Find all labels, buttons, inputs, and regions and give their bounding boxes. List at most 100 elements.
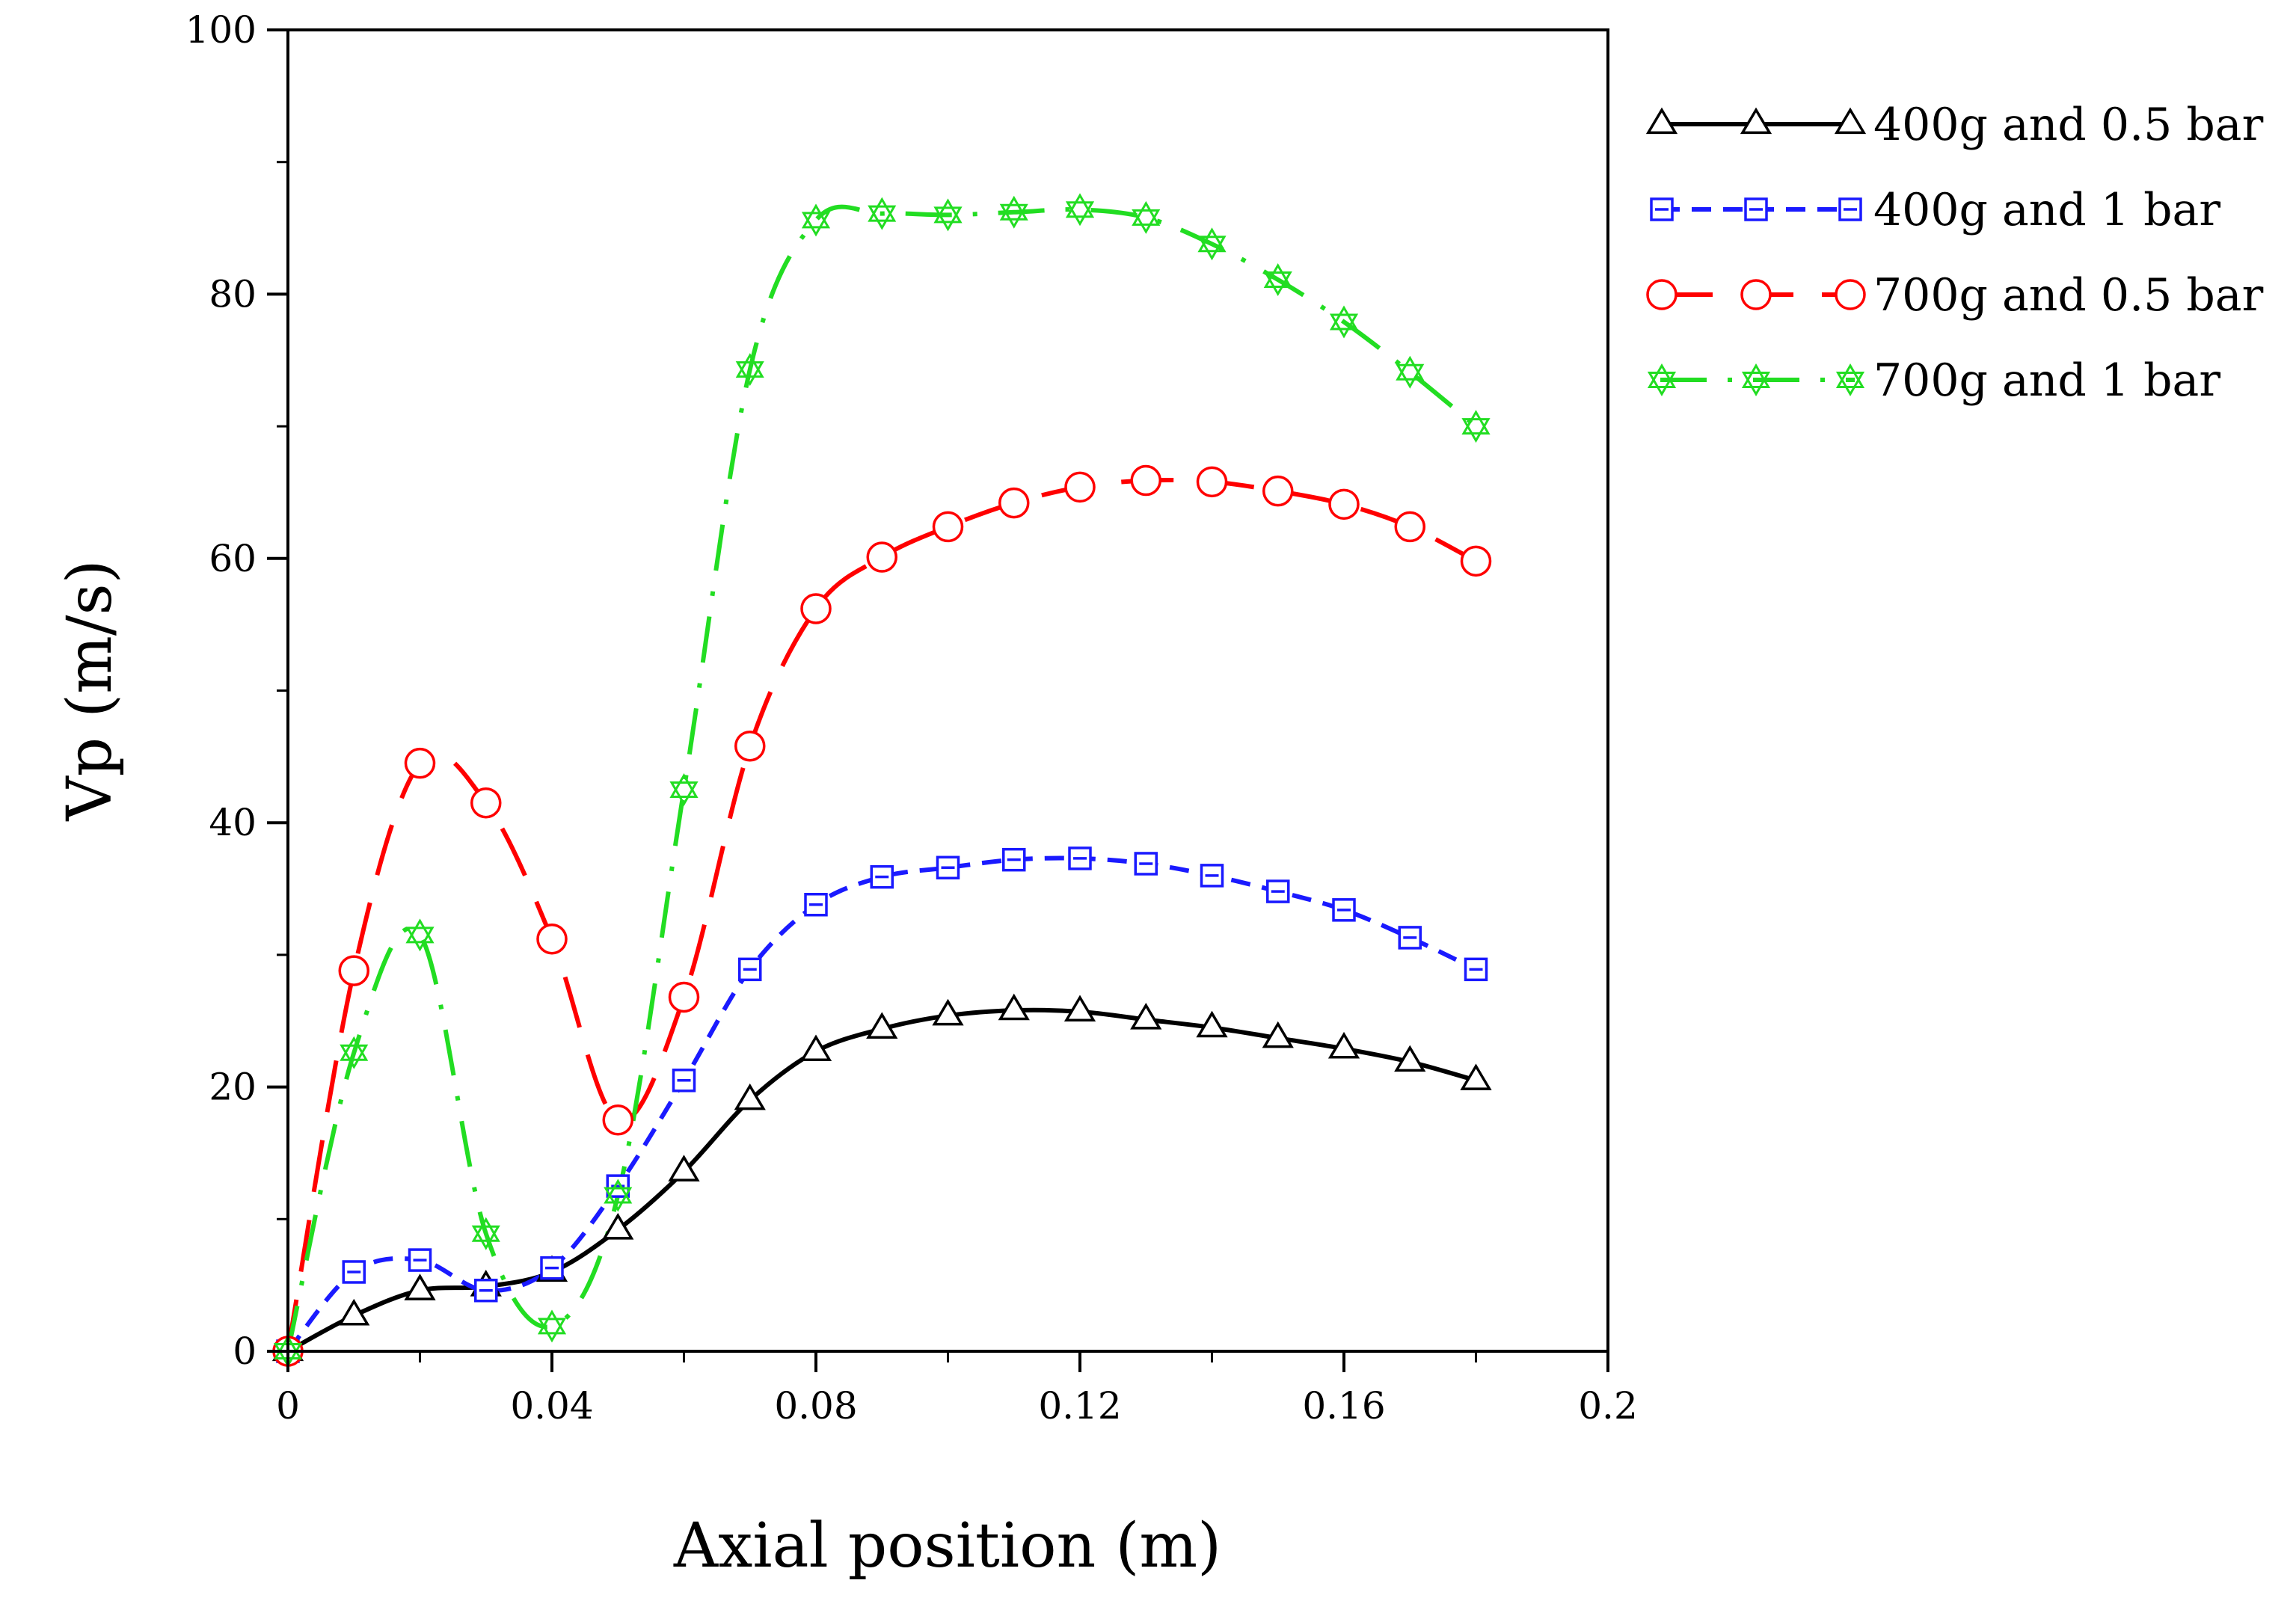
star-marker-down — [604, 1187, 633, 1212]
point-700g-and-1-bar — [1461, 410, 1491, 443]
star-marker-down — [1065, 201, 1095, 227]
point-400g-and-0-5-bar — [1130, 1003, 1162, 1030]
x-tick-label: 0 — [276, 1384, 300, 1428]
point-700g-and-0-5-bar — [470, 787, 502, 819]
legend-marker — [1740, 107, 1772, 135]
point-700g-and-0-5-bar — [404, 747, 436, 779]
star-marker-down — [1647, 372, 1677, 396]
point-400g-and-1-bar — [936, 855, 960, 880]
point-400g-and-0-5-bar — [602, 1213, 634, 1240]
point-700g-and-0-5-bar — [1460, 545, 1492, 577]
star-marker-up — [604, 1179, 633, 1204]
legend-item-400g-and-0-5-bar: 400g and 0.5 bar — [1645, 99, 2264, 151]
point-400g-and-0-5-bar — [404, 1273, 436, 1300]
star-marker-down — [933, 206, 963, 232]
point-400g-and-0-5-bar — [1262, 1021, 1294, 1048]
point-700g-and-0-5-bar — [536, 923, 568, 955]
square-marker-box — [1838, 197, 1862, 221]
star-marker-down — [1263, 271, 1292, 297]
star-marker-up — [1647, 363, 1677, 388]
point-400g-and-0-5-bar — [1196, 1010, 1228, 1038]
point-400g-and-0-5-bar — [1394, 1045, 1426, 1072]
point-700g-and-0-5-bar — [1196, 466, 1228, 498]
point-400g-and-1-bar — [408, 1248, 432, 1272]
star-marker-up — [735, 353, 764, 378]
point-700g-and-0-5-bar — [668, 981, 700, 1013]
point-400g-and-0-5-bar — [866, 1012, 898, 1039]
legend-item-700g-and-1-bar: 700g and 1 bar — [1647, 354, 2220, 407]
star-marker-down — [669, 781, 699, 806]
legend-label: 700g and 1 bar — [1873, 354, 2220, 407]
point-700g-and-1-bar — [1197, 227, 1227, 261]
point-700g-and-0-5-bar — [1064, 471, 1096, 503]
square-marker-box — [474, 1278, 498, 1303]
square-marker-box — [804, 893, 828, 917]
legend-marker — [1835, 363, 1865, 396]
point-400g-and-1-bar — [672, 1069, 696, 1093]
point-700g-and-0-5-bar — [1130, 464, 1161, 497]
point-700g-and-0-5-bar — [602, 1104, 633, 1136]
point-400g-and-1-bar — [1002, 847, 1026, 872]
star-marker-down — [537, 1318, 567, 1343]
legend-marker — [1741, 363, 1771, 396]
star-marker-up — [1329, 305, 1359, 331]
square-marker-box — [1744, 197, 1768, 221]
star-marker-down — [471, 1225, 500, 1250]
point-400g-and-0-5-bar — [998, 993, 1030, 1021]
square-marker-box — [1332, 898, 1356, 922]
star-marker-up — [1396, 355, 1425, 381]
y-tick-label: 0 — [233, 1330, 257, 1373]
point-400g-and-0-5-bar — [799, 1034, 832, 1062]
star-marker-up — [471, 1217, 500, 1242]
point-700g-and-0-5-bar — [866, 541, 897, 573]
star-marker-up — [801, 203, 831, 229]
star-marker-up — [1065, 193, 1095, 218]
point-400g-and-0-5-bar — [1063, 995, 1096, 1022]
y-tick-label: 60 — [209, 537, 257, 580]
point-400g-and-1-bar — [1134, 852, 1158, 876]
star-marker-down — [1329, 313, 1359, 339]
legend-marker — [1647, 363, 1677, 396]
legend-label: 400g and 1 bar — [1873, 184, 2220, 236]
legend-marker — [1645, 107, 1678, 135]
star-marker-up — [340, 1036, 369, 1061]
star-marker-down — [735, 361, 764, 387]
point-700g-and-0-5-bar — [1394, 511, 1425, 543]
star-marker-up — [868, 197, 897, 222]
x-tick-label: 0.2 — [1578, 1384, 1638, 1428]
square-marker-box — [408, 1248, 432, 1272]
point-700g-and-1-bar — [1132, 200, 1161, 234]
legend-marker — [1744, 197, 1768, 221]
x-tick-label: 0.12 — [1038, 1384, 1121, 1428]
point-700g-and-1-bar — [868, 197, 897, 230]
point-700g-and-0-5-bar — [338, 955, 369, 986]
point-700g-and-0-5-bar — [998, 487, 1030, 519]
point-700g-and-1-bar — [1263, 262, 1292, 297]
star-marker-up — [1741, 363, 1771, 388]
point-700g-and-1-bar — [340, 1036, 369, 1069]
point-700g-and-1-bar — [669, 773, 699, 806]
point-700g-and-1-bar — [801, 203, 831, 237]
point-700g-and-1-bar — [471, 1217, 500, 1250]
legend-marker — [1740, 279, 1772, 310]
y-axis-ticks: 0 20 40 60 80 100 — [185, 8, 288, 1373]
point-400g-and-0-5-bar — [932, 998, 964, 1026]
star-marker-down — [1741, 372, 1771, 396]
series-line-700g-and-1-bar — [286, 204, 1478, 1352]
point-700g-and-0-5-bar — [1262, 475, 1294, 507]
point-400g-and-1-bar — [1068, 846, 1092, 870]
star-marker-up — [1835, 363, 1865, 388]
star-marker-down — [1396, 363, 1425, 389]
star-marker-down — [405, 927, 435, 952]
x-tick-label: 0.04 — [510, 1384, 593, 1428]
point-700g-and-1-bar — [1065, 193, 1095, 227]
point-400g-and-0-5-bar — [338, 1298, 370, 1326]
star-marker-up — [933, 198, 963, 224]
legend-label: 700g and 0.5 bar — [1873, 269, 2264, 322]
point-400g-and-1-bar — [1332, 898, 1356, 922]
star-marker-up — [537, 1309, 567, 1335]
star-marker-up — [669, 773, 699, 798]
star-marker-down — [1197, 236, 1227, 261]
